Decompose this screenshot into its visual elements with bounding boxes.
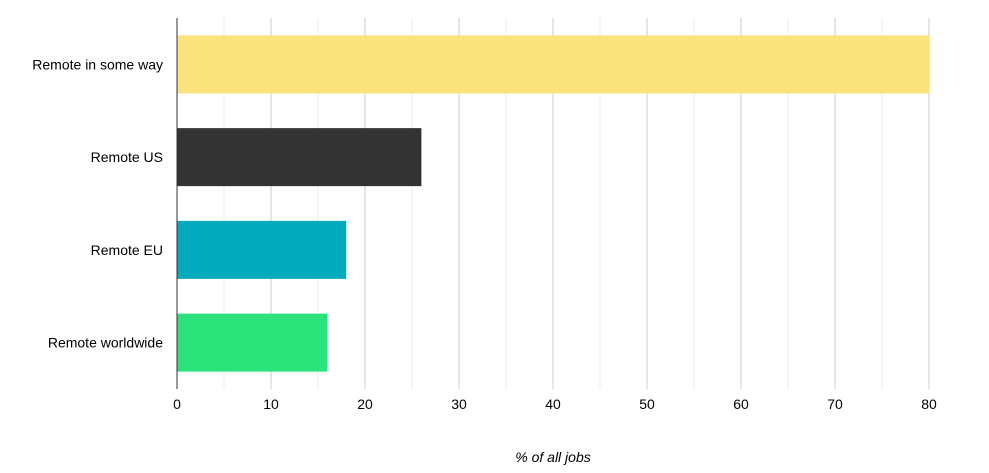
bars (177, 35, 929, 372)
x-axis-title: % of all jobs (515, 449, 590, 465)
bar-remote-eu (177, 220, 347, 279)
x-tick-label: 10 (263, 396, 279, 412)
bar-remote-us (177, 128, 422, 187)
x-tick-label: 30 (451, 396, 467, 412)
x-tick-label: 70 (827, 396, 843, 412)
bar-remote-in-some-way (177, 35, 929, 94)
category-label: Remote US (91, 149, 163, 165)
category-label: Remote in some way (32, 56, 163, 72)
x-tick-label: 50 (639, 396, 655, 412)
category-label: Remote EU (91, 242, 163, 258)
category-label: Remote worldwide (48, 335, 163, 351)
x-tick-label: 60 (733, 396, 749, 412)
labels: Remote in some way Remote US Remote EU Remo… (32, 56, 937, 412)
bar-remote-worldwide (177, 313, 328, 372)
x-tick-label: 0 (173, 396, 181, 412)
x-tick-label: 20 (357, 396, 373, 412)
x-tick-label: 80 (921, 396, 937, 412)
x-tick-label: 40 (545, 396, 561, 412)
